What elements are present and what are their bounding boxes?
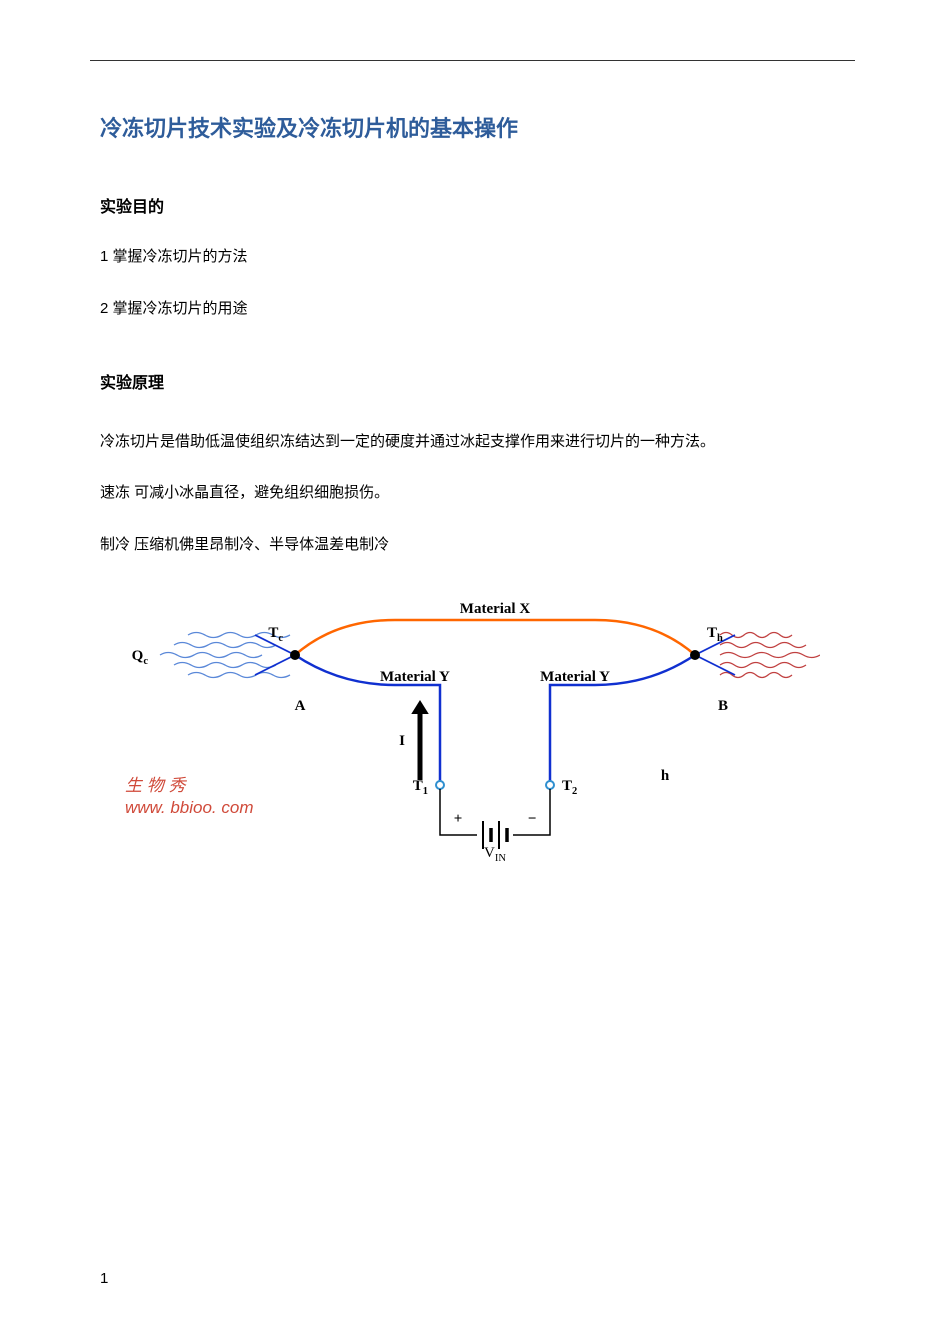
thermoelectric-diagram: TcThQcQhMaterial XMaterial YMaterial YAB… — [120, 585, 845, 870]
svg-text:Th: Th — [707, 625, 723, 644]
section-heading-purpose: 实验目的 — [100, 193, 845, 217]
svg-text:B: B — [718, 698, 728, 714]
svg-text:h: h — [661, 768, 670, 784]
section-heading-principle: 实验原理 — [100, 369, 845, 393]
top-rule — [90, 60, 855, 61]
svg-text:A: A — [295, 698, 306, 714]
page-title: 冷冻切片技术实验及冷冻切片机的基本操作 — [100, 111, 845, 143]
page-number: 1 — [100, 1270, 108, 1287]
svg-text:Material Y: Material Y — [380, 669, 450, 685]
svg-text:Tc: Tc — [268, 625, 283, 644]
watermark: 生 物 秀 www. bbioo. com — [125, 775, 254, 819]
purpose-item-2: 2 掌握冷冻切片的用途 — [100, 297, 845, 321]
watermark-line2: www. bbioo. com — [125, 797, 254, 819]
svg-text:T1: T1 — [413, 778, 428, 797]
svg-text:+: + — [454, 811, 463, 827]
svg-text:I: I — [399, 733, 405, 749]
svg-text:Material X: Material X — [460, 601, 531, 617]
svg-text:Qc: Qc — [132, 648, 149, 667]
principle-p1: 冷冻切片是借助低温使组织冻结达到一定的硬度并通过冰起支撑作用来进行切片的一种方法… — [100, 421, 845, 463]
principle-p3: 制冷 压缩机佛里昂制冷、半导体温差电制冷 — [100, 533, 845, 557]
svg-text:−: − — [528, 811, 537, 827]
principle-p2: 速冻 可减小冰晶直径，避免组织细胞损伤。 — [100, 481, 845, 505]
svg-text:T2: T2 — [562, 778, 577, 797]
svg-text:VIN: VIN — [484, 845, 506, 864]
watermark-line1: 生 物 秀 — [125, 775, 254, 797]
svg-text:Material Y: Material Y — [540, 669, 610, 685]
purpose-item-1: 1 掌握冷冻切片的方法 — [100, 245, 845, 269]
